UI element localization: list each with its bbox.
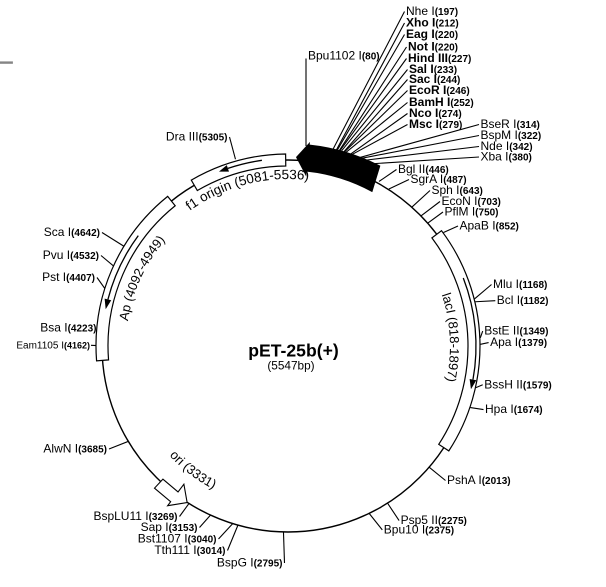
svg-text:ApaB I(852): ApaB I(852) bbox=[460, 219, 519, 233]
svg-text:BssH II(1579): BssH II(1579) bbox=[484, 377, 552, 391]
svg-text:Bpu10 I(2375): Bpu10 I(2375) bbox=[384, 522, 454, 536]
svg-text:PshA I(2013): PshA I(2013) bbox=[447, 473, 511, 487]
svg-text:AlwN I(3685): AlwN I(3685) bbox=[43, 442, 107, 456]
svg-text:(5547bp): (5547bp) bbox=[267, 359, 314, 373]
svg-text:Bsa I(4223): Bsa I(4223) bbox=[40, 321, 96, 335]
svg-text:BspLU11 I(3269): BspLU11 I(3269) bbox=[93, 509, 177, 523]
svg-text:Eam1105 I(4162): Eam1105 I(4162) bbox=[16, 341, 90, 352]
svg-text:BspG I(2795): BspG I(2795) bbox=[217, 556, 283, 570]
svg-text:Apa I(1379): Apa I(1379) bbox=[490, 335, 547, 349]
svg-text:PflM I(750): PflM I(750) bbox=[445, 205, 499, 219]
svg-text:Bcl I(1182): Bcl I(1182) bbox=[497, 293, 549, 307]
svg-text:Msc I(279): Msc I(279) bbox=[409, 117, 462, 131]
svg-text:Sca I(4642): Sca I(4642) bbox=[44, 225, 100, 239]
svg-text:Dra III(5305): Dra III(5305) bbox=[166, 130, 228, 144]
svg-text:Hpa I(1674): Hpa I(1674) bbox=[485, 402, 543, 416]
svg-text:Mlu I(1168): Mlu I(1168) bbox=[493, 277, 547, 291]
svg-text:pET-25b(+): pET-25b(+) bbox=[248, 341, 338, 361]
svg-text:Pst I(4407): Pst I(4407) bbox=[42, 270, 95, 284]
svg-text:Bpu1102 I(80): Bpu1102 I(80) bbox=[308, 49, 380, 63]
svg-text:Pvu I(4532): Pvu I(4532) bbox=[43, 248, 99, 262]
svg-text:Xba I(380): Xba I(380) bbox=[481, 150, 532, 164]
